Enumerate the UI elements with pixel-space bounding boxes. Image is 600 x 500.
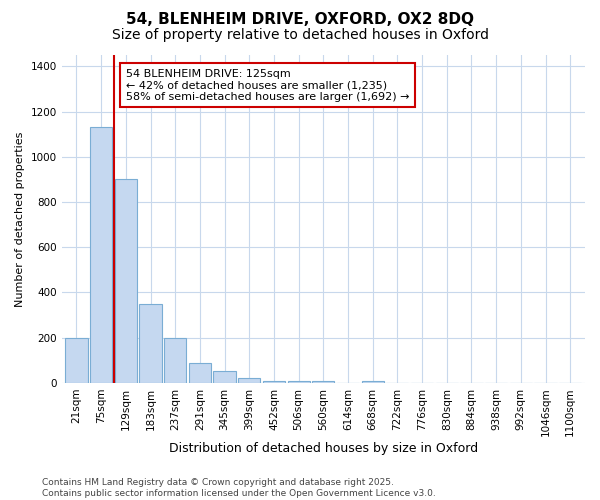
Bar [189, 362, 211, 383]
Text: 54, BLENHEIM DRIVE, OXFORD, OX2 8DQ: 54, BLENHEIM DRIVE, OXFORD, OX2 8DQ [126, 12, 474, 28]
Bar [164, 338, 187, 383]
X-axis label: Distribution of detached houses by size in Oxford: Distribution of detached houses by size … [169, 442, 478, 455]
Bar [139, 304, 161, 383]
Text: Size of property relative to detached houses in Oxford: Size of property relative to detached ho… [112, 28, 488, 42]
Bar [115, 180, 137, 383]
Bar [90, 128, 112, 383]
Y-axis label: Number of detached properties: Number of detached properties [15, 132, 25, 306]
Bar [312, 380, 334, 383]
Text: Contains HM Land Registry data © Crown copyright and database right 2025.
Contai: Contains HM Land Registry data © Crown c… [42, 478, 436, 498]
Bar [263, 380, 285, 383]
Text: 54 BLENHEIM DRIVE: 125sqm
← 42% of detached houses are smaller (1,235)
58% of se: 54 BLENHEIM DRIVE: 125sqm ← 42% of detac… [126, 68, 409, 102]
Bar [287, 380, 310, 383]
Bar [65, 338, 88, 383]
Bar [362, 380, 384, 383]
Bar [238, 378, 260, 383]
Bar [214, 370, 236, 383]
